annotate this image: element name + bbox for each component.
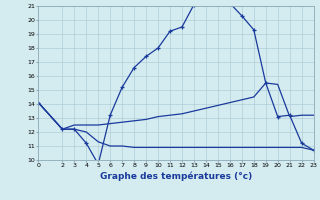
X-axis label: Graphe des températures (°c): Graphe des températures (°c) [100, 171, 252, 181]
